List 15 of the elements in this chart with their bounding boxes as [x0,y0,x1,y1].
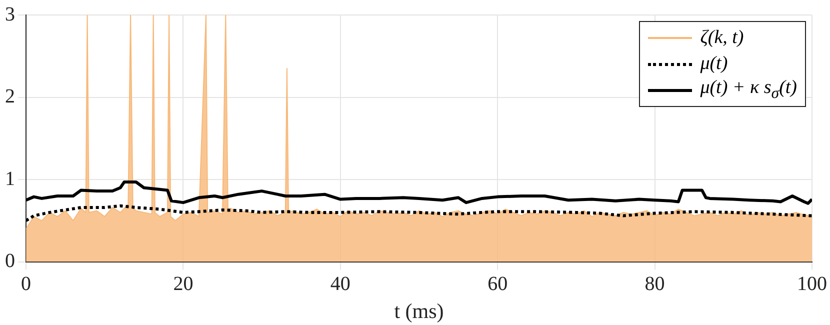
y-tick-label: 2 [5,86,15,108]
y-tick-label: 3 [5,3,15,26]
x-axis-title: t (ms) [394,298,444,323]
x-tick-label: 60 [488,273,508,296]
legend-label: μ(t) + κ s$_{σ}$(t) [700,77,797,103]
x-tick-label: 20 [173,273,194,296]
legend-label: ζ(k, t) [700,27,744,49]
x-tick-label: 0 [21,273,31,296]
x-tick-label: 40 [330,273,350,296]
x-tick-label: 80 [644,273,665,296]
line-series [26,204,812,222]
x-tick-label: 100 [797,273,827,296]
legend-label: μ(t) [700,53,728,75]
y-tick-label: 0 [5,250,15,272]
y-tick-label: 1 [5,168,15,190]
